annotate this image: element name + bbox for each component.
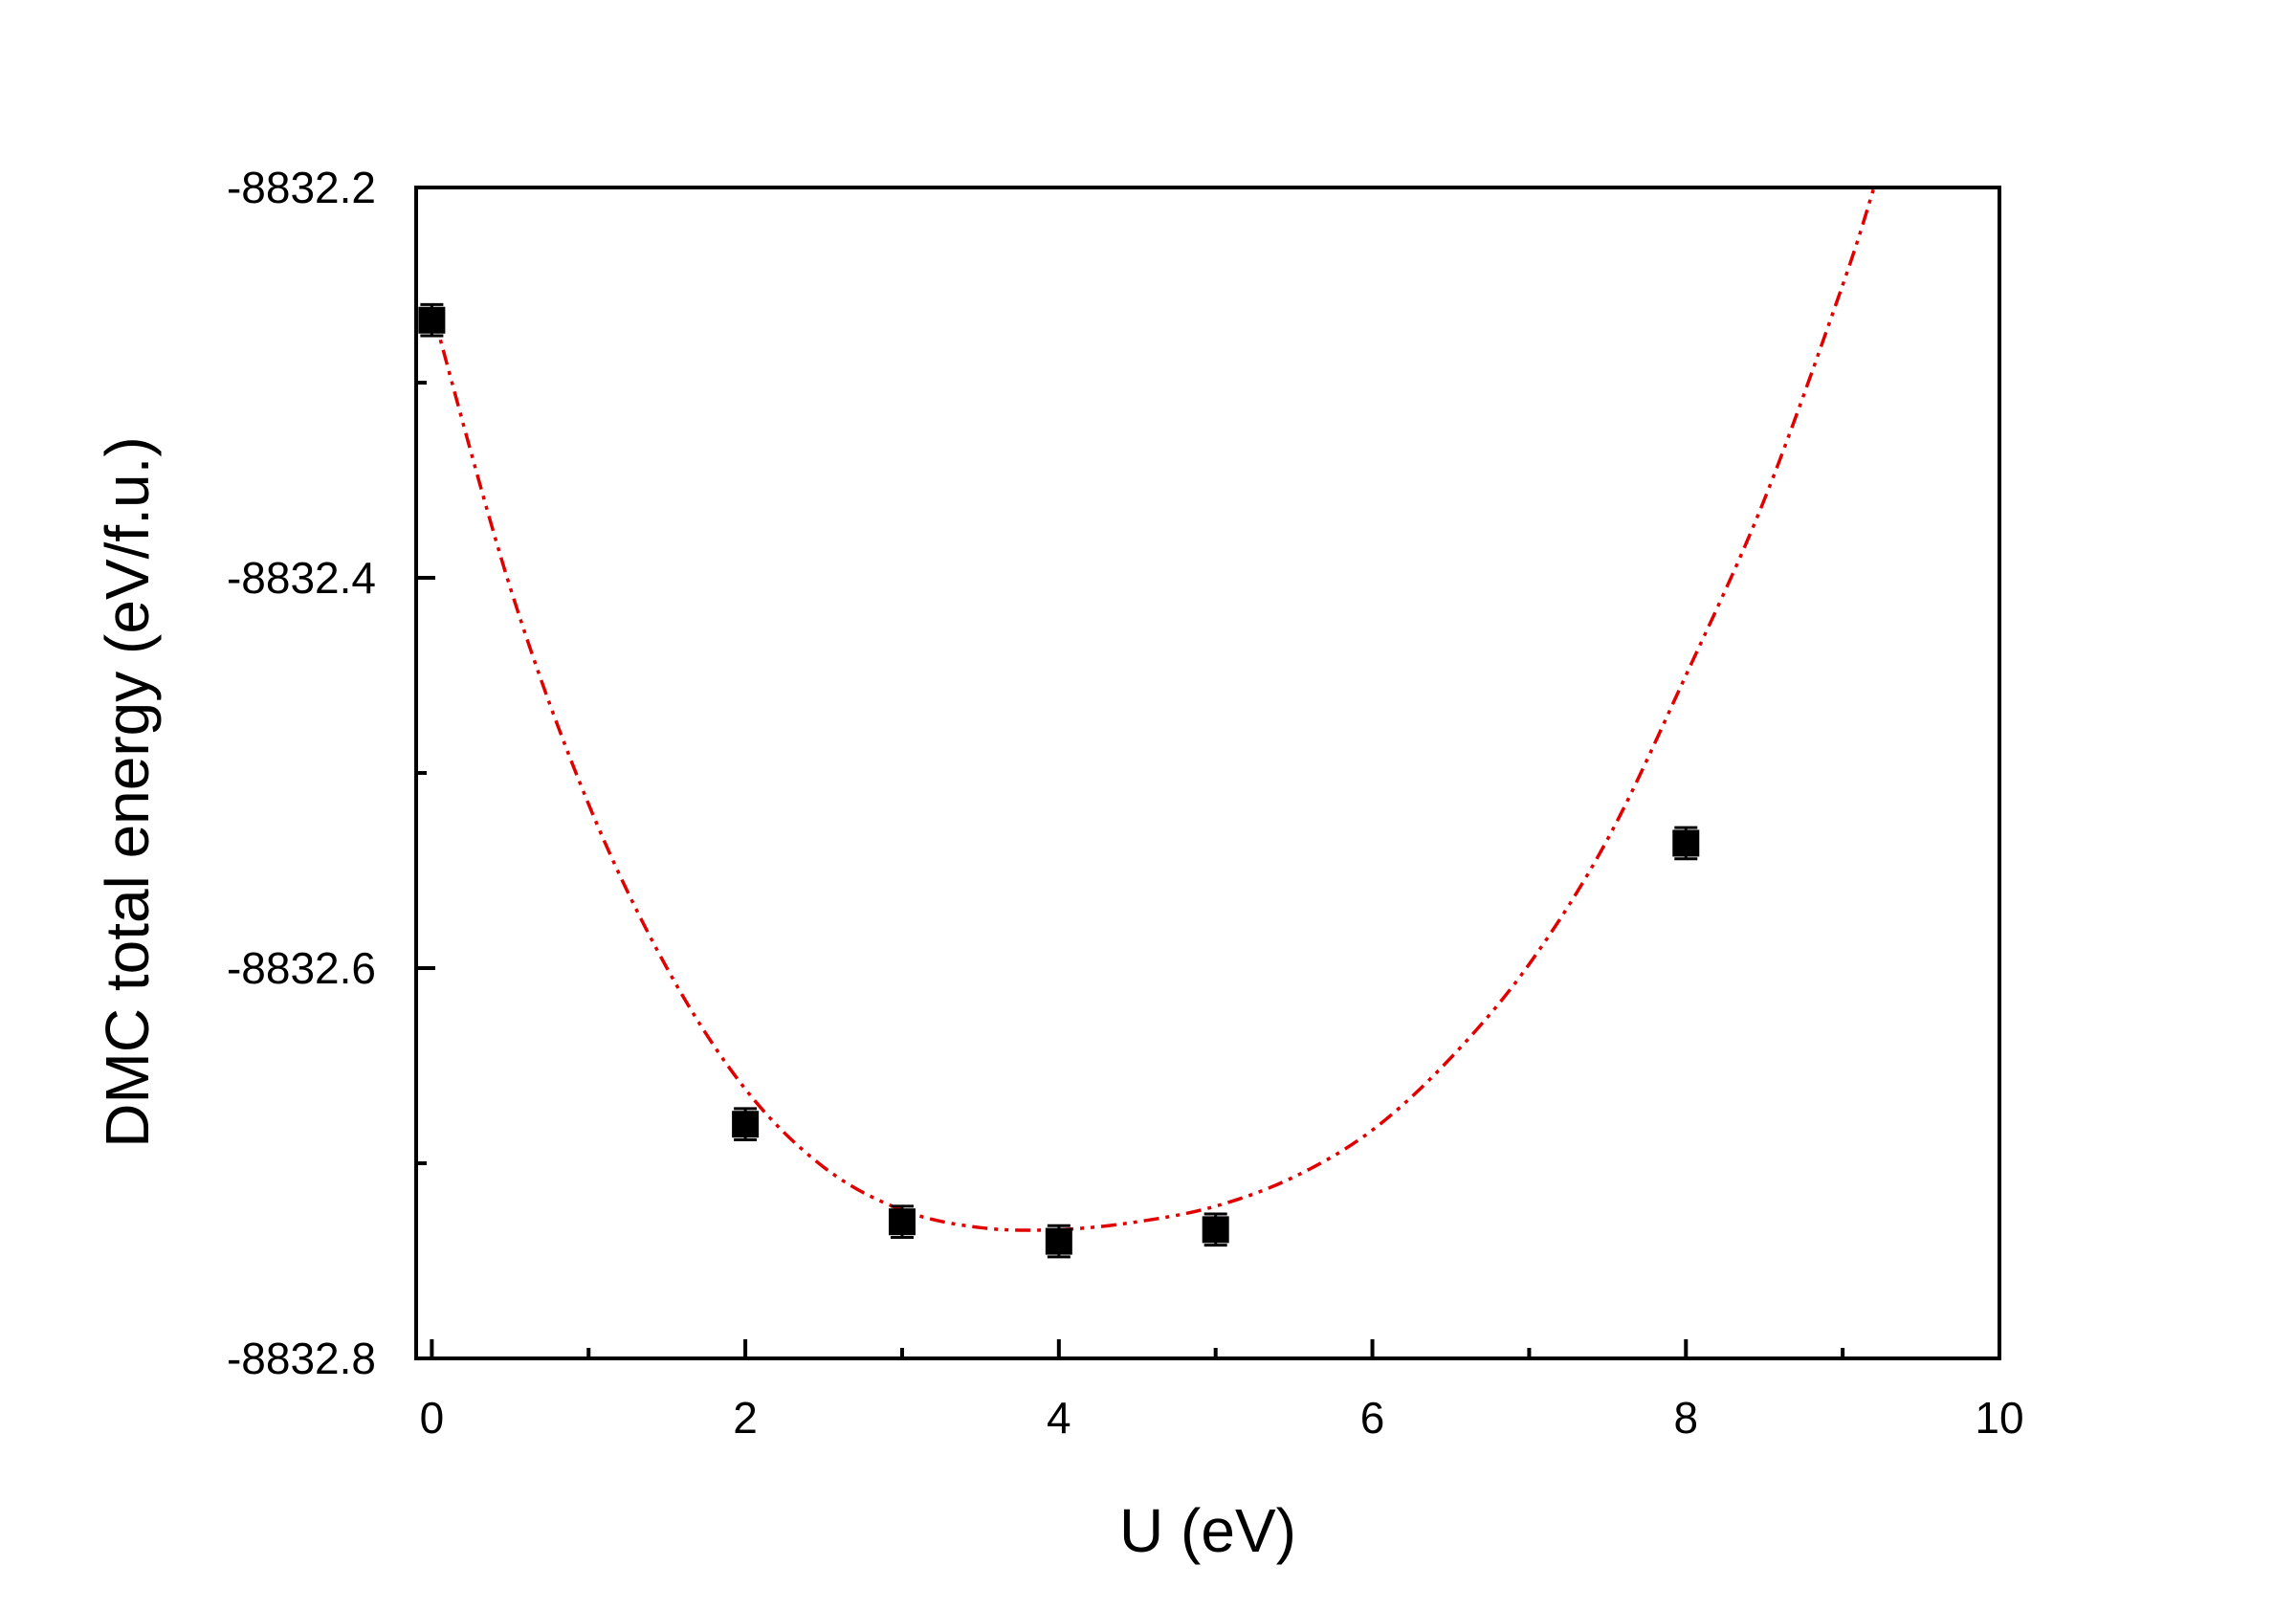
data-point: [418, 302, 446, 338]
x-tick-label: 8: [1673, 1393, 1698, 1443]
square-marker: [888, 1208, 916, 1236]
fit-curve: [430, 187, 1876, 1232]
data-point-layer: [418, 302, 1700, 1259]
data-point: [1202, 1212, 1229, 1247]
square-marker: [732, 1111, 760, 1138]
data-point: [888, 1204, 916, 1240]
x-axis-title: U (eV): [1119, 1496, 1296, 1565]
x-tick-label: 0: [420, 1393, 445, 1443]
y-tick-label: -8832.8: [227, 1334, 376, 1383]
y-tick-label: -8832.4: [227, 553, 376, 603]
plot-frame: [414, 186, 2001, 1360]
fit-curve-layer: [430, 187, 1876, 1232]
tick-layer: [416, 186, 2001, 1360]
x-tick-label: 10: [1975, 1393, 2023, 1443]
square-marker: [1045, 1227, 1072, 1255]
y-axis-title: DMC total energy (eV/f.u.): [93, 436, 162, 1147]
square-marker: [418, 306, 446, 334]
tick-label-layer: 0 2 4 6 8 10 -8832.2 -8832.4 -8832.6 -8832.8: [227, 163, 2024, 1443]
y-tick-label: -8832.2: [227, 163, 376, 212]
x-tick-label: 6: [1360, 1393, 1385, 1443]
square-marker: [1672, 829, 1700, 857]
square-marker: [1202, 1216, 1229, 1244]
data-point: [1045, 1224, 1072, 1259]
x-tick-label: 4: [1047, 1393, 1071, 1443]
data-point: [732, 1107, 760, 1142]
x-tick-label: 2: [733, 1393, 758, 1443]
y-tick-label: -8832.6: [227, 943, 376, 993]
data-point: [1672, 826, 1700, 861]
